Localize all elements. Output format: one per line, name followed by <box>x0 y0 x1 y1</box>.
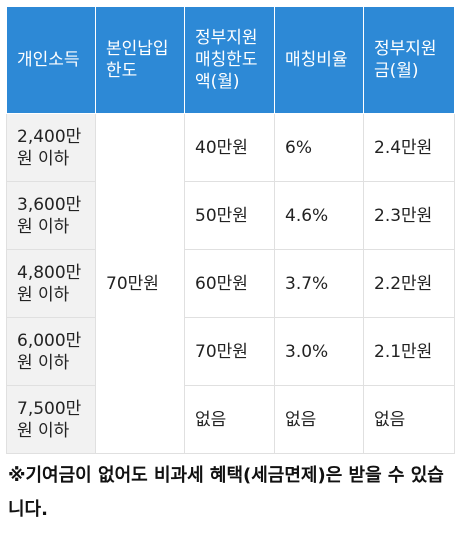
tax-exemption-note: ※기여금이 없어도 비과세 혜택(세금면제)은 받을 수 있습니다. <box>8 465 444 520</box>
income-cell: 2,400만원 이하 <box>6 113 96 182</box>
subsidy-table-container: 개인소득 본인납입한도 정부지원매칭한도액(월) 매칭비율 정부지원금(월) 2… <box>6 6 455 454</box>
table-row: 3,600만원 이하 50만원 4.6% 2.3만원 <box>6 181 455 250</box>
matching-limit-cell: 60만원 <box>184 249 275 318</box>
table-header-row: 개인소득 본인납입한도 정부지원매칭한도액(월) 매칭비율 정부지원금(월) <box>6 6 455 114</box>
income-cell: 6,000만원 이하 <box>6 317 96 386</box>
table-row: 4,800만원 이하 60만원 3.7% 2.2만원 <box>6 249 455 318</box>
income-cell: 7,500만원 이하 <box>6 385 96 454</box>
government-support-cell: 2.1만원 <box>363 317 455 386</box>
income-cell: 4,800만원 이하 <box>6 249 96 318</box>
matching-ratio-cell: 6% <box>274 113 364 182</box>
table-row: 6,000만원 이하 70만원 3.0% 2.1만원 <box>6 317 455 386</box>
matching-limit-cell: 70만원 <box>184 317 275 386</box>
matching-limit-cell: 40만원 <box>184 113 275 182</box>
header-government-support: 정부지원금(월) <box>363 6 455 114</box>
matching-limit-cell: 50만원 <box>184 181 275 250</box>
header-government-matching-limit: 정부지원매칭한도액(월) <box>184 6 275 114</box>
matching-ratio-cell: 없음 <box>274 385 364 454</box>
table-row: 7,500만원 이하 없음 없음 없음 <box>6 385 455 454</box>
header-personal-income: 개인소득 <box>6 6 96 114</box>
header-matching-ratio: 매칭비율 <box>274 6 364 114</box>
income-cell: 3,600만원 이하 <box>6 181 96 250</box>
government-support-cell: 2.4만원 <box>363 113 455 182</box>
header-self-payment-limit: 본인납입한도 <box>95 6 185 114</box>
government-support-cell: 없음 <box>363 385 455 454</box>
self-payment-limit-cell: 70만원 <box>95 113 185 454</box>
government-support-cell: 2.2만원 <box>363 249 455 318</box>
matching-ratio-cell: 3.7% <box>274 249 364 318</box>
matching-ratio-cell: 4.6% <box>274 181 364 250</box>
matching-limit-cell: 없음 <box>184 385 275 454</box>
government-support-cell: 2.3만원 <box>363 181 455 250</box>
matching-ratio-cell: 3.0% <box>274 317 364 386</box>
table-row: 2,400만원 이하 70만원 40만원 6% 2.4만원 <box>6 113 455 454</box>
subsidy-table: 개인소득 본인납입한도 정부지원매칭한도액(월) 매칭비율 정부지원금(월) 2… <box>6 6 455 454</box>
